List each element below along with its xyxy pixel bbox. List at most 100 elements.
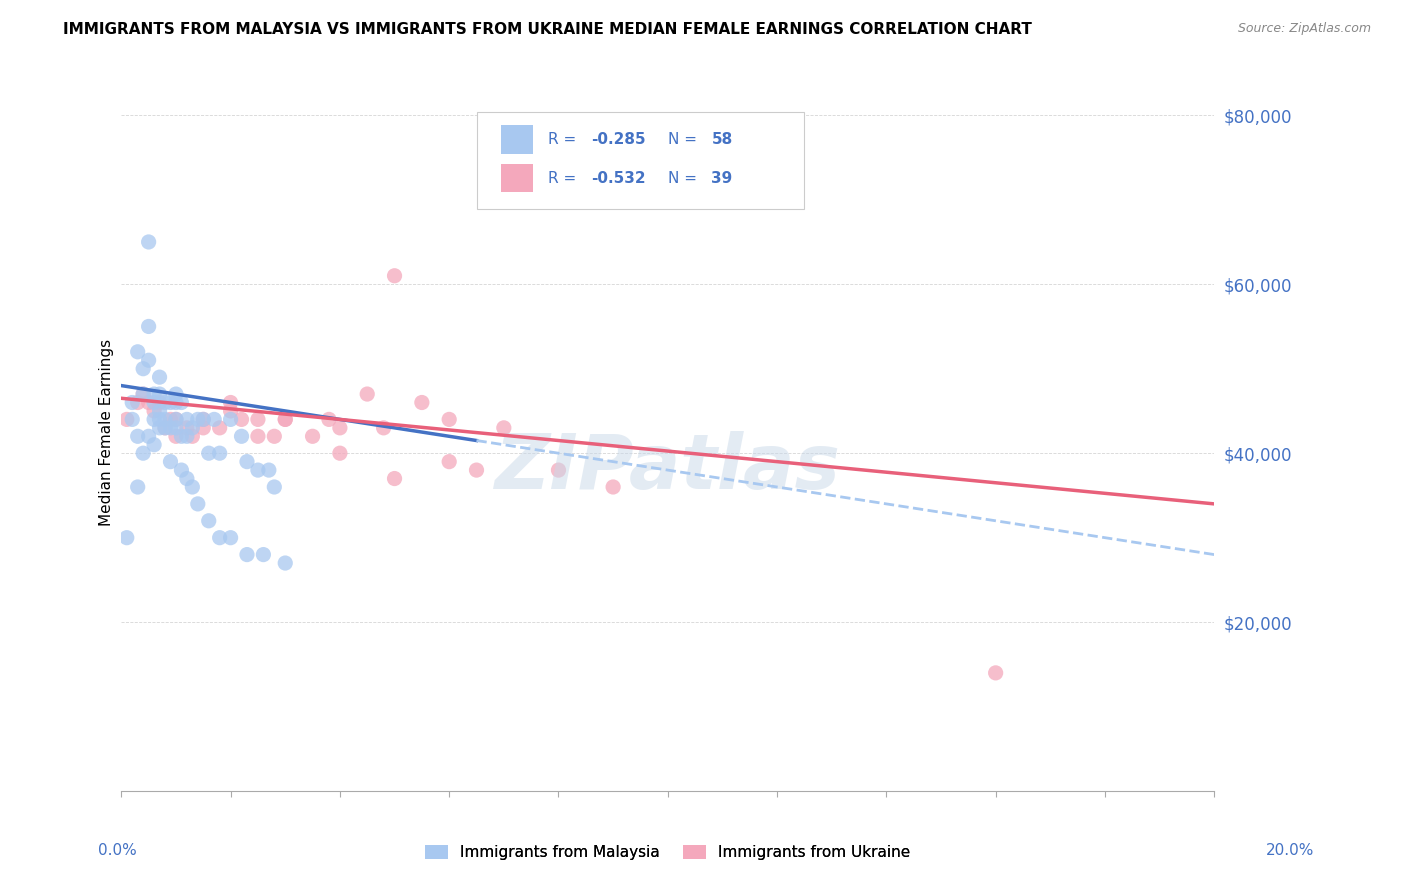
Point: [202, 412, 225, 426]
Text: R =: R =: [547, 170, 581, 186]
Point: [165, 387, 187, 401]
Point: [138, 319, 160, 334]
Point: [181, 480, 204, 494]
Point: [148, 404, 170, 418]
Point: [231, 412, 253, 426]
Point: [193, 412, 215, 426]
Point: [208, 446, 231, 460]
Point: [193, 421, 215, 435]
Text: N =: N =: [668, 132, 702, 146]
Point: [236, 548, 259, 562]
Point: [197, 514, 219, 528]
Point: [329, 421, 352, 435]
Text: Source: ZipAtlas.com: Source: ZipAtlas.com: [1237, 22, 1371, 36]
Point: [318, 412, 340, 426]
Point: [159, 455, 181, 469]
Text: 39: 39: [711, 170, 733, 186]
Point: [437, 412, 460, 426]
Point: [148, 412, 170, 426]
Point: [165, 421, 187, 435]
Point: [148, 387, 170, 401]
Bar: [501, 125, 533, 153]
Point: [301, 429, 323, 443]
Point: [236, 455, 259, 469]
Point: [193, 412, 215, 426]
Point: [181, 421, 204, 435]
Point: [263, 429, 285, 443]
Point: [143, 404, 166, 418]
Point: [187, 412, 209, 426]
Point: [132, 446, 155, 460]
Point: [132, 387, 155, 401]
Point: [373, 421, 395, 435]
Point: [170, 463, 193, 477]
Text: IMMIGRANTS FROM MALAYSIA VS IMMIGRANTS FROM UKRAINE MEDIAN FEMALE EARNINGS CORRE: IMMIGRANTS FROM MALAYSIA VS IMMIGRANTS F…: [63, 22, 1032, 37]
Text: ZIPatlas: ZIPatlas: [495, 431, 841, 505]
Point: [219, 404, 242, 418]
Point: [465, 463, 488, 477]
Bar: [501, 163, 533, 193]
Point: [132, 387, 155, 401]
Point: [127, 395, 149, 409]
Point: [176, 429, 198, 443]
Point: [148, 421, 170, 435]
Point: [143, 395, 166, 409]
Point: [274, 556, 297, 570]
Point: [176, 412, 198, 426]
Point: [263, 480, 285, 494]
Point: [246, 412, 269, 426]
Point: [411, 395, 433, 409]
Point: [121, 412, 143, 426]
Point: [138, 429, 160, 443]
Point: [197, 446, 219, 460]
Point: [153, 395, 176, 409]
Point: [208, 421, 231, 435]
Point: [356, 387, 378, 401]
Point: [170, 395, 193, 409]
Point: [153, 421, 176, 435]
Point: [127, 429, 149, 443]
Text: R =: R =: [547, 132, 581, 146]
Text: 20.0%: 20.0%: [1267, 843, 1315, 858]
Point: [159, 395, 181, 409]
Point: [547, 463, 569, 477]
Point: [274, 412, 297, 426]
Point: [231, 429, 253, 443]
Point: [127, 480, 149, 494]
Point: [153, 421, 176, 435]
Point: [115, 412, 138, 426]
Point: [176, 471, 198, 485]
Point: [165, 395, 187, 409]
Point: [138, 395, 160, 409]
Point: [165, 412, 187, 426]
Point: [246, 463, 269, 477]
Point: [252, 548, 274, 562]
Point: [138, 353, 160, 368]
Point: [127, 344, 149, 359]
Text: -0.285: -0.285: [592, 132, 645, 146]
Point: [257, 463, 280, 477]
FancyBboxPatch shape: [477, 112, 804, 210]
Point: [274, 412, 297, 426]
Point: [384, 471, 406, 485]
Point: [132, 361, 155, 376]
Text: N =: N =: [668, 170, 702, 186]
Point: [437, 455, 460, 469]
Point: [143, 387, 166, 401]
Point: [984, 665, 1007, 680]
Point: [138, 235, 160, 249]
Text: -0.532: -0.532: [592, 170, 645, 186]
Point: [219, 531, 242, 545]
Point: [602, 480, 624, 494]
Point: [148, 370, 170, 384]
Point: [159, 421, 181, 435]
Point: [219, 412, 242, 426]
Point: [165, 429, 187, 443]
Point: [492, 421, 515, 435]
Point: [153, 412, 176, 426]
Y-axis label: Median Female Earnings: Median Female Earnings: [100, 338, 114, 525]
Point: [159, 412, 181, 426]
Point: [165, 412, 187, 426]
Point: [121, 395, 143, 409]
Point: [329, 446, 352, 460]
